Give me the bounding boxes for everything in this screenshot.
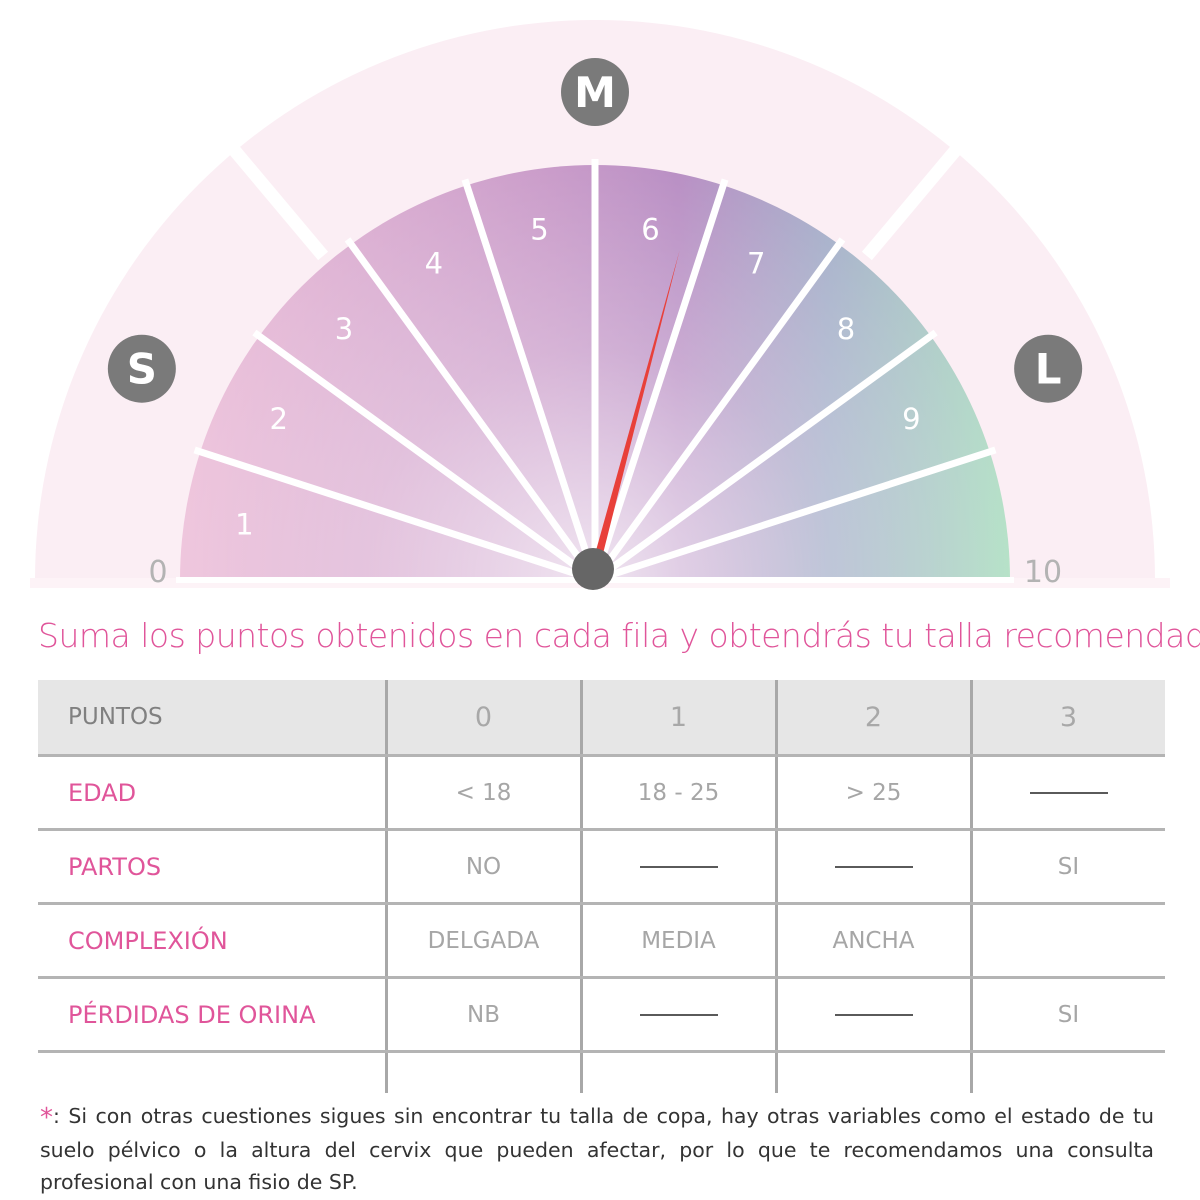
- empty-value-dash: [834, 1014, 913, 1016]
- needle: [591, 250, 680, 570]
- segment-label: 3: [335, 312, 353, 346]
- segment-divider: [252, 329, 598, 583]
- header-cell: 3: [969, 680, 1165, 757]
- row-label: EDAD: [38, 755, 386, 831]
- segment-divider: [592, 329, 938, 583]
- empty-value-dash: [1029, 792, 1108, 794]
- segment-divider: [193, 446, 597, 584]
- table-cell: [579, 829, 776, 905]
- size-badge-circle: [561, 58, 629, 126]
- table-row: EDAD < 18 18 - 25 > 25: [38, 755, 1165, 831]
- table-cell: NO: [384, 829, 581, 905]
- table-cell: [969, 903, 1165, 979]
- row-label: COMPLEXIÓN: [38, 903, 386, 979]
- asterisk-icon: *: [40, 1103, 53, 1133]
- table-cell: ANCHA: [774, 903, 971, 979]
- size-badge-letter: L: [1035, 345, 1062, 394]
- segment-label: 1: [235, 507, 253, 541]
- segment-label: 4: [425, 247, 443, 281]
- header-cell: 1: [579, 680, 776, 757]
- size-gauge: 1 2 3 4 5 6 7 8 9 S M L 0 10: [30, 20, 1170, 590]
- table-cell: [774, 977, 971, 1053]
- points-table: PUNTOS 0 1 2 3 EDAD < 18 18 - 25 > 25 PA…: [38, 680, 1165, 1093]
- scale-min-label: 0: [148, 555, 167, 590]
- footnote: *: Si con otras cuestiones sigues sin en…: [40, 1100, 1154, 1198]
- size-badge-letter: M: [574, 68, 616, 117]
- segment-labels: 1 2 3 4 5 6 7 8 9: [235, 212, 920, 541]
- size-badge-letter: S: [127, 345, 157, 394]
- table-cell: > 25: [774, 755, 971, 831]
- needle-pointer: [591, 250, 680, 570]
- empty-value-dash: [834, 866, 913, 868]
- segment-label: 5: [530, 212, 548, 246]
- segment-divider: [591, 178, 729, 582]
- segment-label: 6: [641, 212, 659, 246]
- table-cell: SI: [969, 829, 1165, 905]
- segment-label: 7: [747, 247, 765, 281]
- scale-max-label: 10: [1024, 555, 1062, 590]
- size-badge-l: L: [1014, 334, 1083, 403]
- size-badge-s: S: [107, 334, 176, 403]
- header-cell: 0: [384, 680, 581, 757]
- table-row: PARTOS NO SI: [38, 829, 1165, 905]
- table-cell: NB: [384, 977, 581, 1053]
- size-zone-divider: [213, 127, 329, 261]
- table-cell: MEDIA: [579, 903, 776, 979]
- header-cell: 2: [774, 680, 971, 757]
- table-header-row: PUNTOS 0 1 2 3: [38, 680, 1165, 757]
- size-badge-circle: [1014, 334, 1083, 403]
- table-row: PÉRDIDAS DE ORINA NB SI: [38, 977, 1165, 1053]
- segment-divider: [592, 237, 846, 583]
- size-badge-circle: [107, 334, 176, 403]
- row-label: PARTOS: [38, 829, 386, 905]
- segment-divider: [461, 178, 599, 582]
- table-row: COMPLEXIÓN DELGADA MEDIA ANCHA: [38, 903, 1165, 979]
- segment-divider: [593, 446, 997, 584]
- segment-label: 8: [837, 312, 855, 346]
- needle-hub: [572, 548, 614, 590]
- header-cell: PUNTOS: [38, 680, 386, 757]
- table-cell: [969, 755, 1165, 831]
- segment-dividers: [176, 159, 1014, 584]
- segment-label: 2: [269, 402, 287, 436]
- segment-divider: [344, 237, 598, 583]
- segment-label: 9: [902, 402, 920, 436]
- table-cell: DELGADA: [384, 903, 581, 979]
- footnote-text: : Si con otras cuestiones sigues sin enc…: [40, 1104, 1154, 1194]
- table-spacer-row: [38, 1051, 1165, 1093]
- size-badges: S M L: [107, 58, 1083, 403]
- instruction-headline: Suma los puntos obtenidos en cada fila y…: [38, 616, 1200, 655]
- table-cell: < 18: [384, 755, 581, 831]
- empty-value-dash: [639, 866, 718, 868]
- size-zone-divider: [861, 127, 977, 261]
- table-cell: [774, 829, 971, 905]
- empty-value-dash: [639, 1014, 718, 1016]
- size-badge-m: M: [561, 58, 629, 126]
- table-cell: 18 - 25: [579, 755, 776, 831]
- row-label: PÉRDIDAS DE ORINA: [38, 977, 386, 1053]
- table-cell: [579, 977, 776, 1053]
- table-cell: SI: [969, 977, 1165, 1053]
